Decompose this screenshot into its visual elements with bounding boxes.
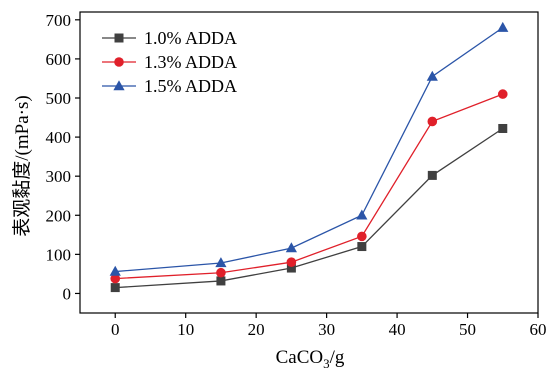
y-tick-label: 300 xyxy=(46,167,72,186)
data-point xyxy=(216,276,226,286)
data-point xyxy=(110,283,120,293)
series-line xyxy=(115,27,504,273)
x-tick-label: 40 xyxy=(389,320,406,339)
data-point xyxy=(426,70,438,81)
legend-label: 1.0% ADDA xyxy=(144,28,237,48)
y-tick-label: 400 xyxy=(46,128,72,147)
x-tick-label: 50 xyxy=(459,320,476,339)
series-3 xyxy=(109,21,509,276)
data-point xyxy=(285,242,297,253)
x-axis-title-subscript: 3 xyxy=(323,356,330,369)
series-line xyxy=(115,93,504,280)
y-tick-label: 200 xyxy=(46,206,72,225)
legend-item-1: 1.0% ADDA xyxy=(102,28,237,48)
y-axis: 0 100 200 300 400 500 600 700 xyxy=(46,11,80,303)
data-point xyxy=(357,231,367,242)
x-axis: 0 10 20 30 40 50 60 xyxy=(111,313,547,339)
data-point xyxy=(427,170,437,180)
y-tick-label: 500 xyxy=(46,89,72,108)
data-point xyxy=(215,257,227,268)
legend-marker xyxy=(113,80,125,91)
y-tick-label: 0 xyxy=(63,284,72,303)
legend-label: 1.5% ADDA xyxy=(144,76,237,96)
legend: 1.0% ADDA 1.3% ADDA 1.5% ADDA xyxy=(102,28,237,96)
data-point xyxy=(109,265,121,276)
data-point xyxy=(427,116,438,127)
data-point xyxy=(286,257,297,267)
x-axis-title: CaCO3/g xyxy=(276,347,345,369)
x-tick-label: 10 xyxy=(177,320,194,339)
x-tick-label: 60 xyxy=(530,320,547,339)
data-point xyxy=(498,123,508,133)
plot-frame xyxy=(79,11,539,314)
data-point xyxy=(357,242,367,252)
data-point xyxy=(216,267,226,278)
x-tick-label: 20 xyxy=(248,320,265,339)
series-2 xyxy=(110,89,508,284)
data-point xyxy=(356,209,368,220)
legend-label: 1.3% ADDA xyxy=(144,52,237,72)
series-1 xyxy=(110,123,508,293)
legend-item-2: 1.3% ADDA xyxy=(102,52,237,72)
data-point xyxy=(110,273,121,284)
data-point xyxy=(497,89,508,99)
x-tick-label: 30 xyxy=(318,320,335,339)
series-layer xyxy=(109,21,509,293)
x-tick-label: 0 xyxy=(111,320,120,339)
data-point xyxy=(497,21,509,32)
series-line xyxy=(115,127,504,289)
legend-item-3: 1.5% ADDA xyxy=(102,76,237,96)
y-tick-label: 600 xyxy=(46,50,72,69)
legend-marker xyxy=(114,57,124,67)
data-point xyxy=(286,263,296,273)
y-axis-title: 表观黏度/(mPa·s) xyxy=(11,95,33,236)
y-tick-label: 100 xyxy=(46,245,72,264)
y-tick-label: 700 xyxy=(46,11,72,30)
plot-border xyxy=(79,11,539,314)
legend-marker xyxy=(114,33,124,43)
